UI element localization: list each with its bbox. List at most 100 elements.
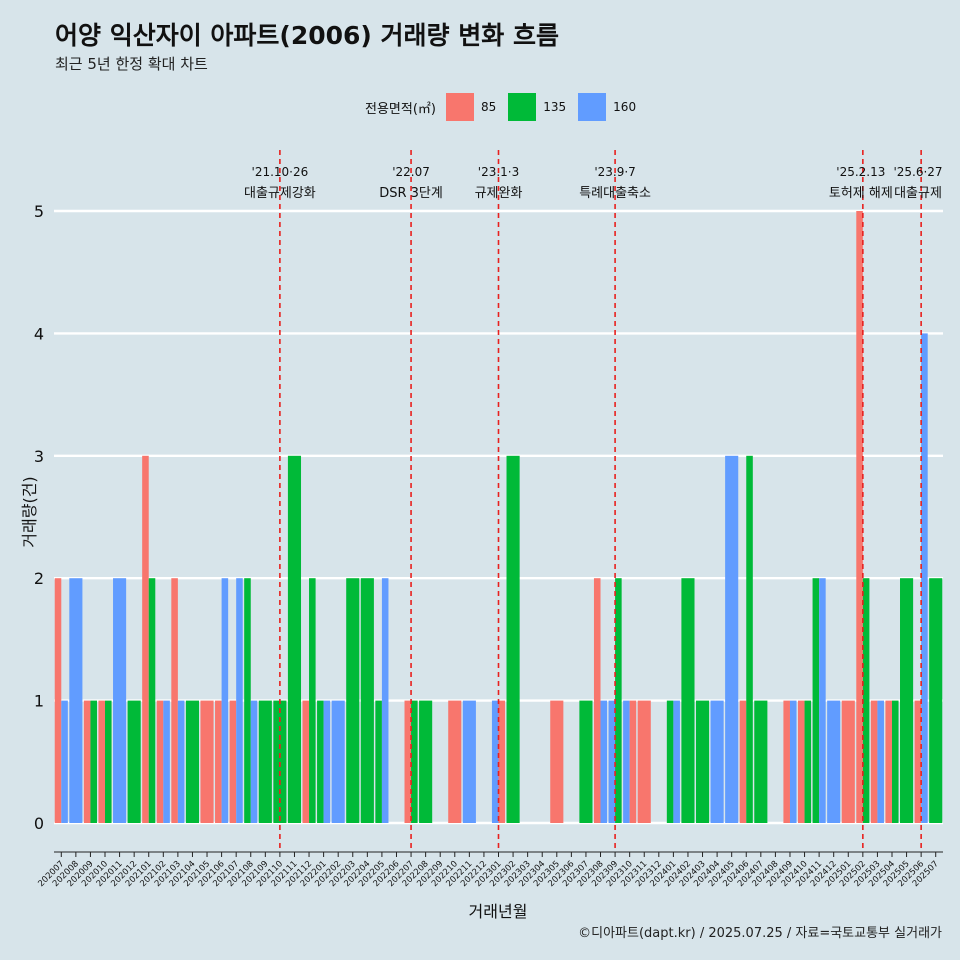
bar-202404-160 xyxy=(710,700,724,823)
legend-item-135: 135 xyxy=(508,93,566,121)
bar-202011-160 xyxy=(113,578,127,823)
bar-202309-160 xyxy=(608,700,616,823)
bar-202502-85 xyxy=(856,211,863,823)
bar-202406-85 xyxy=(739,700,747,823)
legend-title: 전용면적(㎡) xyxy=(365,101,436,117)
legend-label-160: 160 xyxy=(613,100,637,114)
bar-202207-135 xyxy=(411,700,418,823)
event-label-202309: 특례대출축소 xyxy=(579,186,651,201)
bar-202107-160 xyxy=(236,578,243,823)
bar-202201-135 xyxy=(317,700,324,823)
event-date-202301: '23.1·3 xyxy=(478,165,519,179)
bar-202411-135 xyxy=(812,578,820,823)
bar-202502-135 xyxy=(862,578,870,823)
bar-202409-85 xyxy=(783,700,790,823)
bar-202101-135 xyxy=(148,578,156,823)
bar-202504-135 xyxy=(891,700,899,823)
bar-202401-135 xyxy=(666,700,674,823)
legend: 전용면적(㎡) 85 135 160 xyxy=(365,93,648,121)
bar-202107-85 xyxy=(229,700,237,823)
bar-202108-160 xyxy=(250,700,258,823)
bar-202507-135 xyxy=(929,578,943,823)
legend-label-85: 85 xyxy=(480,100,497,114)
bar-202105-85 xyxy=(200,700,214,823)
bar-202401-160 xyxy=(673,700,680,823)
event-date-202502: '25.2.13 xyxy=(836,165,885,179)
bar-202310-160 xyxy=(623,700,630,823)
event-label-202502: 토허제 해제 xyxy=(829,186,893,201)
bar-202503-160 xyxy=(877,700,884,823)
bar-202108-135 xyxy=(244,578,251,823)
bar-202403-135 xyxy=(695,700,710,823)
bar-202112-135 xyxy=(309,578,316,823)
bar-202008-160 xyxy=(69,578,83,823)
bar-202308-160 xyxy=(600,700,608,823)
bar-202503-85 xyxy=(870,700,878,823)
bar-202103-160 xyxy=(177,700,185,823)
bar-202009-135 xyxy=(90,700,97,823)
bar-202410-85 xyxy=(797,700,805,823)
event-date-202309: '23.9·7 xyxy=(594,165,635,179)
bar-202205-135 xyxy=(375,700,382,823)
bar-202102-160 xyxy=(163,700,170,823)
bar-202301-160 xyxy=(491,700,499,823)
y-tick-label: 5 xyxy=(34,202,44,221)
bar-202012-135 xyxy=(127,700,141,823)
legend-swatch-85 xyxy=(445,93,474,121)
bar-202301-85 xyxy=(498,700,506,823)
bar-202110-135 xyxy=(273,700,287,823)
bar-202409-160 xyxy=(789,700,797,823)
bar-202305-85 xyxy=(550,700,564,823)
bar-202109-135 xyxy=(258,700,272,823)
event-label-202506: 대출규제 xyxy=(894,186,942,201)
bar-202406-135 xyxy=(746,455,753,823)
y-tick-label: 2 xyxy=(34,569,44,588)
bar-202308-85 xyxy=(593,578,601,823)
source-caption: ©디아파트(dapt.kr) / 2025.07.25 / 자료=국토교통부 실… xyxy=(578,926,942,941)
bar-202101-85 xyxy=(142,455,149,823)
bar-202106-85 xyxy=(215,700,222,823)
y-tick-label: 0 xyxy=(34,814,44,833)
bar-202010-135 xyxy=(105,700,112,823)
bar-202111-135 xyxy=(287,455,302,823)
bar-202411-160 xyxy=(819,578,826,823)
bar-202310-85 xyxy=(629,700,637,823)
bar-202302-135 xyxy=(506,455,520,823)
chart-subtitle: 최근 5년 한정 확대 차트 xyxy=(55,55,208,73)
x-axis-label: 거래년월 xyxy=(468,902,528,921)
bar-202007-160 xyxy=(61,700,68,823)
bar-202311-85 xyxy=(637,700,651,823)
bar-202307-135 xyxy=(579,700,593,823)
legend-swatch-160 xyxy=(578,93,607,121)
bar-202205-160 xyxy=(381,578,389,823)
y-tick-label: 3 xyxy=(34,447,44,466)
legend-item-85: 85 xyxy=(445,93,497,121)
y-axis-label: 거래량(건) xyxy=(20,476,39,548)
legend-swatch-135 xyxy=(508,93,537,121)
bar-202211-160 xyxy=(462,700,476,823)
event-date-202207: '22.07 xyxy=(392,165,430,179)
bar-202506-160 xyxy=(921,333,928,823)
bar-202309-135 xyxy=(615,578,622,823)
bar-202410-135 xyxy=(804,700,812,823)
y-tick-label: 1 xyxy=(34,692,44,711)
bar-202202-160 xyxy=(331,700,345,823)
event-date-202110: '21.10·26 xyxy=(252,165,309,179)
bar-202207-85 xyxy=(404,700,412,823)
bar-202412-160 xyxy=(827,700,841,823)
bar-202505-135 xyxy=(900,578,914,823)
bar-202407-135 xyxy=(754,700,768,823)
event-label-202207: DSR 3단계 xyxy=(379,186,443,201)
bar-202504-85 xyxy=(885,700,892,823)
legend-label-135: 135 xyxy=(543,100,567,114)
bar-202010-85 xyxy=(98,700,106,823)
bar-202405-160 xyxy=(725,455,739,823)
y-tick-label: 4 xyxy=(34,324,44,343)
legend-item-160: 160 xyxy=(578,93,636,121)
bar-202204-135 xyxy=(360,578,374,823)
event-label-202301: 규제완화 xyxy=(475,186,523,201)
bar-202007-85 xyxy=(54,578,62,823)
bar-202104-135 xyxy=(185,700,200,823)
chart-title: 어양 익산자이 아파트(2006) 거래량 변화 흐름 xyxy=(55,21,559,50)
